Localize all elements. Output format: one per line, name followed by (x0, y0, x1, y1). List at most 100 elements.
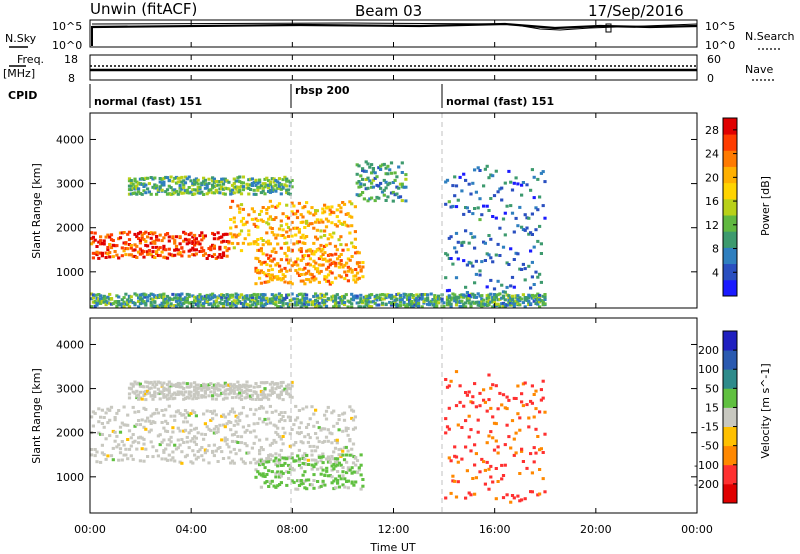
data-cell (259, 459, 263, 463)
data-cell (305, 278, 309, 281)
data-cell (337, 301, 341, 305)
data-cell (341, 449, 345, 453)
data-cell (305, 405, 309, 409)
data-cell (342, 294, 347, 298)
data-cell (196, 294, 200, 298)
data-cell (151, 185, 155, 189)
data-cell (510, 297, 515, 301)
data-cell (346, 486, 350, 490)
data-cell (330, 441, 334, 445)
data-cell (303, 470, 307, 474)
data-cell (373, 171, 377, 175)
data-cell (406, 304, 410, 308)
data-cell (458, 295, 462, 299)
data-cell (144, 392, 148, 396)
data-cell (417, 295, 421, 299)
data-cell (220, 177, 224, 181)
data-cell (137, 300, 141, 303)
data-cell (536, 435, 540, 438)
data-cell (350, 447, 354, 451)
data-cell (91, 256, 95, 260)
colorbar-swatch (723, 426, 737, 447)
data-cell (225, 249, 229, 253)
data-cell (239, 219, 244, 223)
data-cell (281, 185, 285, 189)
data-cell (211, 191, 215, 195)
data-cell (321, 253, 325, 256)
data-cell (520, 449, 524, 453)
data-cell (176, 409, 180, 413)
data-cell (395, 297, 399, 301)
data-cell (346, 257, 350, 261)
data-cell (305, 301, 309, 305)
data-cell (518, 299, 522, 303)
data-cell (249, 407, 253, 411)
data-cell (295, 294, 300, 298)
data-cell (482, 184, 486, 188)
data-cell (221, 251, 226, 255)
data-cell (214, 299, 218, 303)
data-cell (191, 300, 195, 304)
data-cell (341, 429, 345, 433)
data-cell (408, 296, 412, 299)
data-cell (326, 279, 331, 283)
data-cell (518, 205, 522, 209)
data-cell (268, 389, 272, 393)
data-cell (514, 251, 518, 255)
data-cell (249, 304, 253, 308)
data-cell (106, 301, 110, 305)
data-cell (99, 294, 103, 298)
data-cell (400, 182, 404, 186)
data-cell (505, 204, 509, 208)
data-cell (256, 293, 260, 297)
data-cell (462, 259, 466, 263)
data-cell (377, 184, 381, 188)
data-cell (259, 485, 263, 489)
data-cell (202, 437, 206, 441)
data-cell (258, 271, 262, 275)
colorbar-tick-label: 20 (705, 171, 719, 184)
data-cell (106, 252, 110, 256)
data-cell (530, 260, 534, 264)
data-cell (283, 461, 287, 465)
data-cell (277, 413, 282, 416)
colorbar-swatch (723, 464, 737, 485)
data-cell (299, 440, 303, 444)
data-cell (221, 239, 226, 243)
data-cell (144, 303, 148, 307)
data-cell (164, 297, 168, 301)
data-cell (297, 292, 301, 296)
data-cell (510, 188, 515, 192)
data-cell (216, 255, 220, 259)
data-cell (232, 389, 236, 393)
data-cell (261, 298, 265, 302)
data-cell (109, 246, 114, 250)
data-cell (93, 300, 97, 303)
data-cell (321, 427, 325, 431)
data-cell (185, 420, 189, 424)
data-cell (151, 255, 155, 259)
data-cell (332, 450, 336, 454)
data-cell (277, 305, 282, 309)
data-cell (117, 300, 121, 303)
data-cell (99, 251, 103, 255)
data-cell (460, 457, 464, 461)
data-cell (160, 440, 164, 444)
data-cell (496, 302, 500, 306)
data-cell (214, 449, 218, 453)
data-cell (469, 232, 473, 236)
data-cell (227, 247, 231, 251)
data-cell (532, 299, 536, 303)
data-cell (529, 249, 533, 253)
data-cell (445, 289, 450, 293)
data-cell (371, 185, 375, 189)
data-cell (337, 274, 341, 278)
data-cell (234, 395, 238, 399)
data-cell (174, 299, 179, 303)
data-cell (510, 211, 515, 215)
data-cell (131, 383, 135, 387)
data-cell (140, 418, 144, 422)
data-cell (274, 387, 278, 391)
data-cell (183, 175, 188, 179)
data-cell (391, 300, 395, 304)
